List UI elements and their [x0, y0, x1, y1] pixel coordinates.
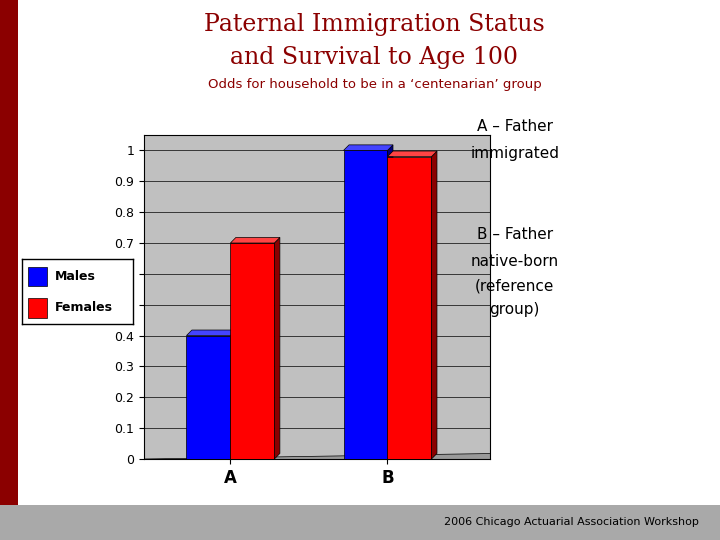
Bar [343, 151, 387, 459]
Text: Males: Males [55, 270, 96, 283]
Polygon shape [230, 330, 236, 459]
Text: and Survival to Age 100: and Survival to Age 100 [230, 46, 518, 69]
Text: (reference: (reference [475, 278, 554, 293]
Text: Odds for household to be in a ‘centenarian’ group: Odds for household to be in a ‘centenari… [207, 78, 541, 91]
Text: native-born: native-born [471, 254, 559, 269]
Bar [230, 243, 274, 459]
Text: group): group) [490, 302, 540, 318]
Polygon shape [274, 238, 280, 459]
Polygon shape [431, 151, 437, 459]
Polygon shape [343, 145, 393, 151]
Bar [387, 157, 431, 459]
Text: B – Father: B – Father [477, 227, 553, 242]
Text: 2006 Chicago Actuarial Association Workshop: 2006 Chicago Actuarial Association Works… [444, 517, 698, 528]
Polygon shape [387, 151, 437, 157]
Bar [186, 335, 230, 459]
Polygon shape [230, 238, 280, 243]
Text: Paternal Immigration Status: Paternal Immigration Status [204, 14, 545, 37]
Text: A – Father: A – Father [477, 119, 553, 134]
Bar [28, 298, 48, 318]
Text: immigrated: immigrated [470, 146, 559, 161]
Bar [28, 267, 48, 286]
Polygon shape [144, 454, 496, 467]
Text: Females: Females [55, 301, 113, 314]
Polygon shape [387, 145, 393, 459]
Polygon shape [186, 330, 236, 335]
